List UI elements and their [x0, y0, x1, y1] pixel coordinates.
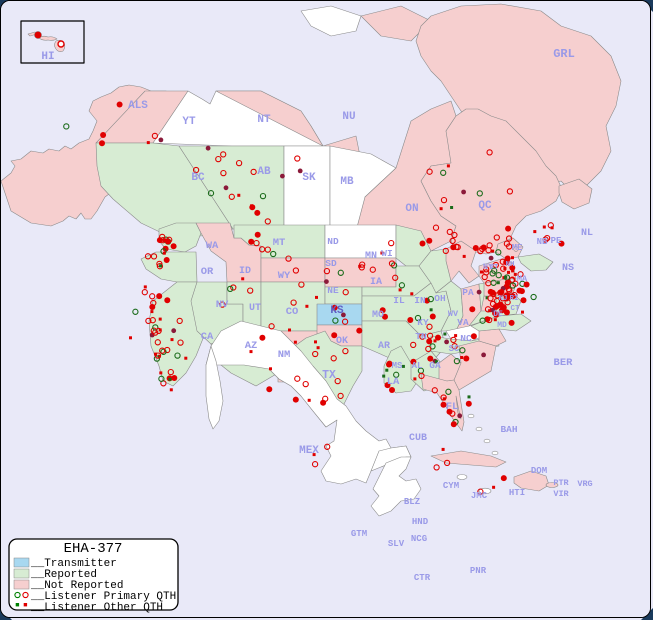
svg-text:WA: WA — [206, 240, 219, 252]
svg-text:PTR: PTR — [553, 478, 569, 488]
svg-text:NH: NH — [505, 261, 514, 269]
svg-text:SLV: SLV — [388, 539, 405, 549]
svg-text:HND: HND — [412, 517, 429, 527]
svg-text:CA: CA — [201, 331, 214, 343]
svg-text:WY: WY — [278, 270, 291, 282]
svg-text:AL: AL — [412, 361, 423, 371]
svg-text:MA: MA — [517, 274, 528, 284]
svg-text:NS: NS — [562, 263, 574, 274]
svg-text:GTM: GTM — [351, 529, 367, 539]
svg-text:PE: PE — [551, 236, 562, 246]
svg-text:NU: NU — [342, 111, 355, 123]
svg-text:SK: SK — [302, 172, 316, 184]
svg-text:BAH: BAH — [500, 424, 517, 435]
svg-text:ID: ID — [239, 266, 251, 277]
svg-text:MN: MN — [365, 251, 377, 262]
svg-text:TX: TX — [322, 369, 336, 382]
svg-text:OH: OH — [434, 293, 446, 304]
svg-text:VT: VT — [489, 264, 499, 272]
svg-text:CT: CT — [510, 305, 520, 313]
svg-text:NM: NM — [278, 349, 291, 361]
svg-text:FL: FL — [446, 401, 459, 413]
svg-text:KS: KS — [330, 305, 344, 317]
svg-text:CO: CO — [286, 306, 299, 318]
svg-text:MB: MB — [340, 176, 354, 188]
svg-text:MD: MD — [497, 321, 507, 330]
svg-text:BLZ: BLZ — [404, 497, 420, 507]
svg-text:AZ: AZ — [245, 340, 258, 352]
svg-text:NCG: NCG — [411, 534, 427, 544]
svg-text:MEX: MEX — [299, 445, 319, 457]
svg-text:PNR: PNR — [470, 566, 487, 576]
svg-text:AB: AB — [257, 166, 271, 178]
svg-text:AR: AR — [378, 341, 390, 352]
svg-text:SD: SD — [325, 258, 337, 269]
svg-text:NJ: NJ — [498, 295, 507, 303]
svg-text:RI: RI — [509, 295, 518, 303]
svg-text:NL: NL — [581, 228, 593, 239]
svg-text:GA: GA — [429, 360, 441, 371]
svg-text:VRG: VRG — [577, 479, 592, 489]
svg-text:ND: ND — [327, 236, 339, 247]
svg-text:SC: SC — [449, 344, 460, 354]
svg-text:ON: ON — [405, 203, 418, 215]
svg-text:VA: VA — [457, 317, 469, 328]
svg-text:KY: KY — [417, 317, 429, 328]
svg-text:CUB: CUB — [409, 433, 427, 444]
svg-text:UT: UT — [249, 303, 261, 314]
svg-text:DOM: DOM — [531, 466, 547, 476]
svg-text:DE: DE — [493, 310, 503, 319]
svg-text:__Listener Other QTH: __Listener Other QTH — [30, 602, 163, 614]
svg-text:PA: PA — [462, 287, 474, 298]
svg-text:OK: OK — [336, 336, 348, 347]
svg-text:NT: NT — [257, 114, 271, 126]
svg-text:MO: MO — [372, 310, 384, 321]
svg-text:NE: NE — [327, 285, 339, 296]
svg-text:QC: QC — [478, 200, 492, 212]
svg-text:YT: YT — [182, 116, 196, 128]
svg-text:GRL: GRL — [553, 47, 575, 61]
svg-text:OR: OR — [201, 266, 214, 278]
svg-text:BER: BER — [554, 357, 574, 369]
svg-text:ALS: ALS — [128, 100, 148, 112]
svg-text:LA: LA — [387, 376, 400, 388]
svg-text:WI: WI — [381, 248, 392, 259]
svg-text:HI: HI — [41, 51, 54, 63]
svg-text:MT: MT — [273, 237, 286, 249]
svg-text:CTR: CTR — [414, 573, 431, 583]
svg-text:MS: MS — [392, 361, 403, 371]
svg-text:NC: NC — [460, 333, 472, 344]
svg-text:NB: NB — [537, 237, 548, 247]
svg-text:CYM: CYM — [443, 481, 459, 491]
svg-text:HTI: HTI — [509, 488, 525, 498]
svg-text:BC: BC — [191, 172, 205, 184]
svg-text:IL: IL — [393, 295, 405, 306]
svg-text:IN: IN — [414, 295, 426, 306]
svg-text:EHA-377: EHA-377 — [64, 541, 123, 557]
svg-text:TN: TN — [415, 331, 427, 342]
svg-text:NV: NV — [216, 299, 229, 311]
svg-text:JMC: JMC — [471, 491, 488, 501]
svg-text:IA: IA — [370, 277, 382, 288]
svg-text:VIR: VIR — [553, 489, 569, 499]
svg-text:ME: ME — [512, 243, 523, 253]
